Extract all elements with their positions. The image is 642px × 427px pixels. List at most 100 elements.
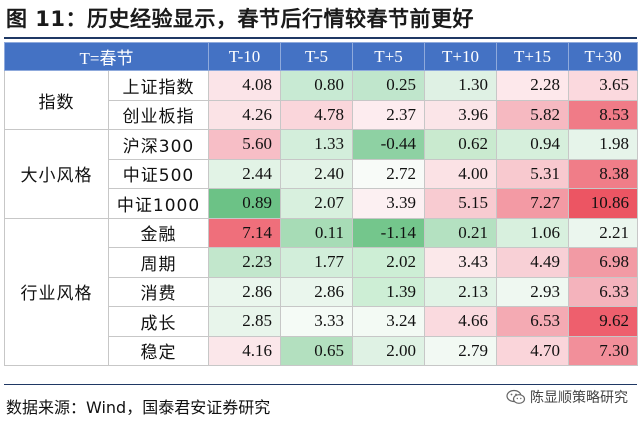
value-cell: 1.06 — [496, 217, 570, 248]
row-name: 稳定 — [107, 335, 210, 366]
value-cell: 2.23 — [208, 247, 282, 278]
value-cell: 2.93 — [496, 276, 570, 307]
value-cell: 2.44 — [208, 158, 282, 189]
value-cell: 0.89 — [208, 188, 282, 219]
table-body: 指数 上证指数 4.08 0.80 0.25 1.30 2.28 3.65 创业板指 4.26 4.… — [4, 70, 639, 366]
value-cell: 0.62 — [424, 129, 498, 160]
value-cell: 1.33 — [280, 129, 354, 160]
value-cell: 7.14 — [208, 217, 282, 248]
header-col: T+15 — [496, 42, 570, 71]
value-cell: 4.08 — [208, 70, 282, 101]
value-cell: 3.96 — [424, 99, 498, 130]
group-label: 大小风格 — [4, 129, 109, 219]
value-cell: 5.82 — [496, 99, 570, 130]
value-cell: 2.37 — [352, 99, 426, 130]
value-cell: -1.14 — [352, 217, 426, 248]
value-cell: 2.13 — [424, 276, 498, 307]
group-label: 指数 — [4, 70, 109, 130]
value-cell: 0.94 — [496, 129, 570, 160]
value-cell: 2.28 — [496, 70, 570, 101]
value-cell: 0.65 — [280, 335, 354, 366]
value-cell: 2.85 — [208, 306, 282, 337]
row-name: 周期 — [107, 247, 210, 278]
header-col: T+30 — [568, 42, 639, 71]
table-row: 大小风格 沪深300 5.60 1.33 -0.44 0.62 0.94 1.98 — [4, 129, 639, 219]
value-cell: 4.78 — [280, 99, 354, 130]
value-cell: 6.33 — [568, 276, 639, 307]
value-cell: 4.16 — [208, 335, 282, 366]
value-cell: 2.79 — [424, 335, 498, 366]
table-row: 中证1000 0.89 2.07 3.39 5.15 7.27 10.86 — [5, 188, 639, 219]
wechat-icon — [506, 389, 526, 405]
row-name: 上证指数 — [107, 70, 210, 101]
value-cell: -0.44 — [352, 129, 426, 160]
value-cell: 0.25 — [352, 70, 426, 101]
value-cell: 2.72 — [352, 158, 426, 189]
table-row: 行业风格 金融 7.14 0.11 -1.14 0.21 1.06 2.21 — [4, 217, 639, 366]
header-col: T+5 — [352, 42, 426, 71]
row-name: 中证500 — [107, 158, 210, 189]
row-name: 创业板指 — [107, 99, 210, 130]
table-row: 稳定 4.16 0.65 2.00 2.79 4.70 7.30 — [5, 335, 639, 366]
page-title: 图 11：历史经验显示，春节后行情较春节前更好 — [6, 7, 475, 31]
table-row: 消费 2.86 2.86 1.39 2.13 2.93 6.33 — [5, 276, 639, 307]
value-cell: 9.62 — [568, 306, 639, 337]
row-name: 成长 — [107, 306, 210, 337]
value-cell: 2.00 — [352, 335, 426, 366]
table-row: 中证500 2.44 2.40 2.72 4.00 5.31 8.38 — [5, 158, 639, 189]
value-cell: 5.31 — [496, 158, 570, 189]
value-cell: 6.98 — [568, 247, 639, 278]
value-cell: 2.40 — [280, 158, 354, 189]
table-row: 成长 2.85 3.33 3.24 4.66 6.53 9.62 — [5, 306, 639, 337]
value-cell: 2.02 — [352, 247, 426, 278]
value-cell: 3.33 — [280, 306, 354, 337]
group-label: 行业风格 — [4, 217, 109, 366]
value-cell: 2.86 — [280, 276, 354, 307]
value-cell: 4.70 — [496, 335, 570, 366]
value-cell: 3.39 — [352, 188, 426, 219]
value-cell: 7.27 — [496, 188, 570, 219]
row-name: 中证1000 — [107, 188, 210, 219]
table-row: 创业板指 4.26 4.78 2.37 3.96 5.82 8.53 — [5, 99, 639, 130]
value-cell: 1.39 — [352, 276, 426, 307]
value-cell: 0.11 — [280, 217, 354, 248]
value-cell: 5.15 — [424, 188, 498, 219]
value-cell: 0.80 — [280, 70, 354, 101]
value-cell: 1.98 — [568, 129, 639, 160]
value-cell: 5.60 — [208, 129, 282, 160]
top-rule — [4, 37, 637, 39]
header-col: T-10 — [208, 42, 282, 71]
value-cell: 1.77 — [280, 247, 354, 278]
value-cell: 4.66 — [424, 306, 498, 337]
value-cell: 8.53 — [568, 99, 639, 130]
watermark: 陈显顺策略研究 — [506, 387, 628, 407]
value-cell: 2.21 — [568, 217, 639, 248]
value-cell: 1.30 — [424, 70, 498, 101]
table-header-row: T=春节 T-10 T-5 T+5 T+10 T+15 T+30 — [3, 42, 639, 71]
header-col: T-5 — [280, 42, 354, 71]
value-cell: 3.65 — [568, 70, 639, 101]
header-corner: T=春节 — [3, 42, 210, 71]
source-note: 数据来源：Wind，国泰君安证券研究 — [6, 398, 271, 417]
value-cell: 7.30 — [568, 335, 639, 366]
table-row: 周期 2.23 1.77 2.02 3.43 4.49 6.98 — [5, 247, 639, 278]
value-cell: 4.49 — [496, 247, 570, 278]
value-cell: 4.00 — [424, 158, 498, 189]
watermark-text: 陈显顺策略研究 — [530, 390, 628, 406]
value-cell: 4.26 — [208, 99, 282, 130]
value-cell: 0.21 — [424, 217, 498, 248]
row-name: 消费 — [107, 276, 210, 307]
returns-table: T=春节 T-10 T-5 T+5 T+10 T+15 T+30 指数 上证指数 4… — [3, 42, 639, 366]
value-cell: 3.43 — [424, 247, 498, 278]
value-cell: 2.07 — [280, 188, 354, 219]
value-cell: 3.24 — [352, 306, 426, 337]
header-col: T+10 — [424, 42, 498, 71]
bottom-rule — [4, 384, 637, 385]
value-cell: 8.38 — [568, 158, 639, 189]
value-cell: 10.86 — [568, 188, 639, 219]
value-cell: 2.86 — [208, 276, 282, 307]
row-name: 金融 — [107, 217, 210, 248]
row-name: 沪深300 — [107, 129, 210, 160]
value-cell: 6.53 — [496, 306, 570, 337]
table-row: 指数 上证指数 4.08 0.80 0.25 1.30 2.28 3.65 — [4, 70, 639, 130]
